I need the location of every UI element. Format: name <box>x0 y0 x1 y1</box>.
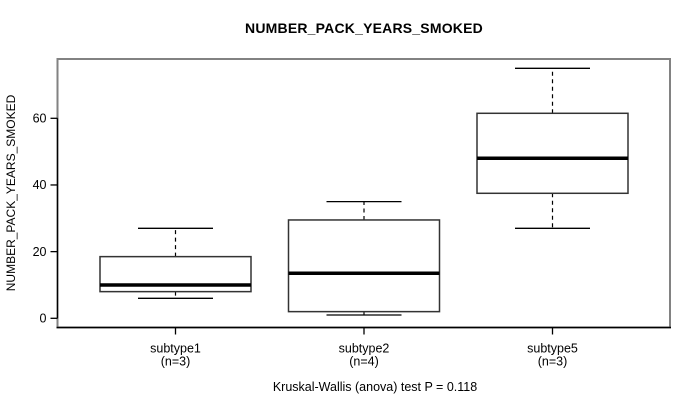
stat-test-annotation: Kruskal-Wallis (anova) test P = 0.118 <box>272 380 478 394</box>
y-tick-label: 0 <box>40 312 47 326</box>
x-category-sublabel: (n=3) <box>538 355 568 369</box>
chart-title: NUMBER_PACK_YEARS_SMOKED <box>245 20 483 36</box>
x-category-label: subtype1 <box>150 342 201 356</box>
x-category-label: subtype5 <box>527 342 578 356</box>
y-tick-label: 40 <box>33 178 47 192</box>
iqr-box <box>476 112 629 195</box>
y-tick-label: 20 <box>33 245 47 259</box>
x-category-sublabel: (n=3) <box>161 355 191 369</box>
y-tick-label: 60 <box>33 112 47 126</box>
iqr-box <box>287 219 441 313</box>
x-category-sublabel: (n=4) <box>349 355 379 369</box>
x-category-label: subtype2 <box>339 342 390 356</box>
